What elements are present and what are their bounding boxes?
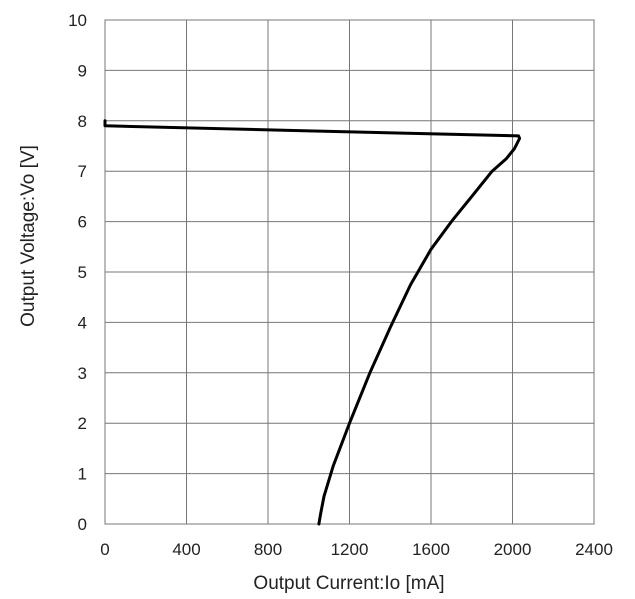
x-tick-label-4: 1600 bbox=[412, 540, 450, 559]
y-axis-title: Output Voltage:Vo [V] bbox=[18, 145, 39, 327]
y-tick-label-1: 1 bbox=[78, 465, 87, 484]
y-tick-label-5: 5 bbox=[78, 263, 87, 282]
y-axis-ticks: 0 1 2 3 4 5 6 7 8 9 10 bbox=[68, 11, 87, 534]
x-tick-label-2: 800 bbox=[254, 540, 282, 559]
y-tick-label-9: 9 bbox=[78, 61, 87, 80]
x-tick-label-6: 2400 bbox=[575, 540, 613, 559]
series-group bbox=[103, 119, 522, 526]
y-tick-label-3: 3 bbox=[78, 364, 87, 383]
grid bbox=[104, 19, 595, 525]
plot-area-border bbox=[104, 19, 595, 525]
series-line-0 bbox=[103, 119, 522, 526]
y-tick-label-2: 2 bbox=[78, 414, 87, 433]
y-tick-label-4: 4 bbox=[78, 313, 87, 332]
x-tick-label-3: 1200 bbox=[331, 540, 369, 559]
x-axis-title: Output Current:Io [mA] bbox=[253, 573, 444, 594]
y-tick-label-0: 0 bbox=[78, 515, 87, 534]
x-tick-label-5: 2000 bbox=[494, 540, 532, 559]
y-tick-label-7: 7 bbox=[78, 162, 87, 181]
y-tick-label-10: 10 bbox=[68, 11, 87, 30]
x-axis-ticks: 0 400 800 1200 1600 2000 2400 bbox=[100, 540, 613, 559]
x-tick-label-1: 400 bbox=[172, 540, 200, 559]
y-tick-label-6: 6 bbox=[78, 213, 87, 232]
x-tick-label-0: 0 bbox=[100, 540, 109, 559]
y-tick-label-8: 8 bbox=[78, 112, 87, 131]
